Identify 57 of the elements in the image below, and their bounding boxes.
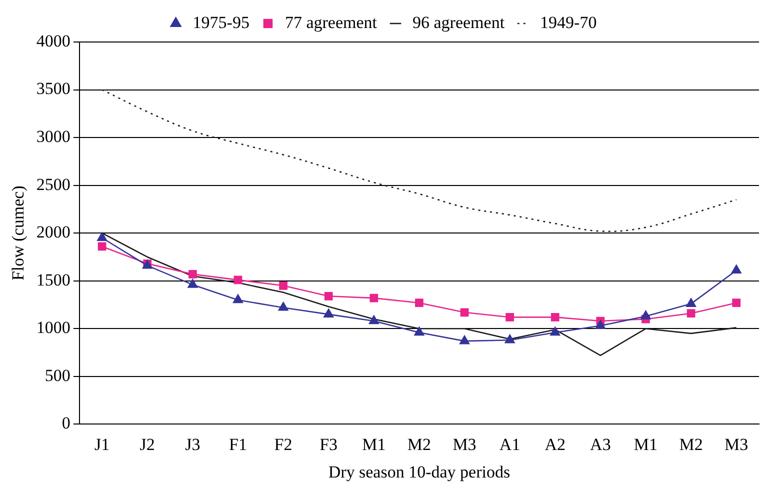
x-tick-label: F3	[320, 434, 338, 454]
x-tick-label: J3	[185, 434, 200, 454]
x-axis-title: Dry season 10-day periods	[328, 462, 510, 482]
x-tick-label: J2	[140, 434, 155, 454]
y-tick-label: 3500	[36, 79, 70, 98]
y-tick-label: 4000	[36, 31, 70, 50]
point	[731, 264, 742, 274]
point	[368, 315, 379, 324]
x-tick-label: F1	[228, 434, 247, 454]
point	[686, 298, 696, 307]
point	[595, 320, 606, 329]
line-series	[101, 89, 737, 232]
point	[550, 326, 560, 336]
point	[324, 308, 334, 318]
x-tick-label: M3	[452, 434, 476, 454]
x-tick-label: F2	[274, 434, 292, 454]
x-tick-label: A1	[499, 434, 520, 454]
x-tick-label: A3	[590, 434, 611, 454]
point	[97, 232, 108, 242]
y-tick-label: 1000	[36, 318, 70, 338]
point	[414, 326, 424, 336]
point	[234, 276, 242, 284]
point	[504, 334, 515, 344]
x-tick-label: J1	[94, 434, 110, 454]
y-tick-label: 3000	[36, 127, 70, 146]
point	[550, 313, 560, 322]
x-tick-label: M2	[679, 434, 703, 454]
point	[188, 279, 198, 288]
point	[278, 302, 288, 311]
legend-label: 1949-70	[540, 12, 597, 32]
point	[460, 335, 470, 344]
point	[415, 298, 424, 308]
y-tick-label: 1500	[36, 270, 70, 290]
y-tick-label: 500	[44, 366, 70, 385]
x-tick-label: M1	[362, 434, 386, 454]
point	[506, 313, 514, 322]
point	[686, 309, 696, 318]
legend-label: 96 agreement	[412, 12, 505, 32]
point	[188, 270, 197, 278]
x-tick-label: M3	[724, 434, 748, 454]
legend-label: 1975-95	[192, 12, 250, 32]
legend-label: 77 agreement	[284, 12, 378, 32]
point	[279, 281, 288, 290]
point	[324, 292, 333, 300]
point	[640, 310, 651, 320]
y-tick-label: 2500	[36, 174, 70, 194]
point	[232, 294, 243, 304]
point	[460, 308, 469, 317]
x-tick-label: A2	[544, 434, 566, 454]
y-axis-title: Flow (cumec)	[8, 186, 28, 281]
y-tick-label: 2000	[36, 222, 70, 242]
point	[732, 298, 741, 308]
point	[370, 294, 378, 302]
x-tick-label: M1	[634, 434, 658, 454]
point	[98, 242, 106, 251]
y-tick-label: 0	[62, 414, 70, 433]
x-tick-label: M2	[407, 434, 432, 454]
